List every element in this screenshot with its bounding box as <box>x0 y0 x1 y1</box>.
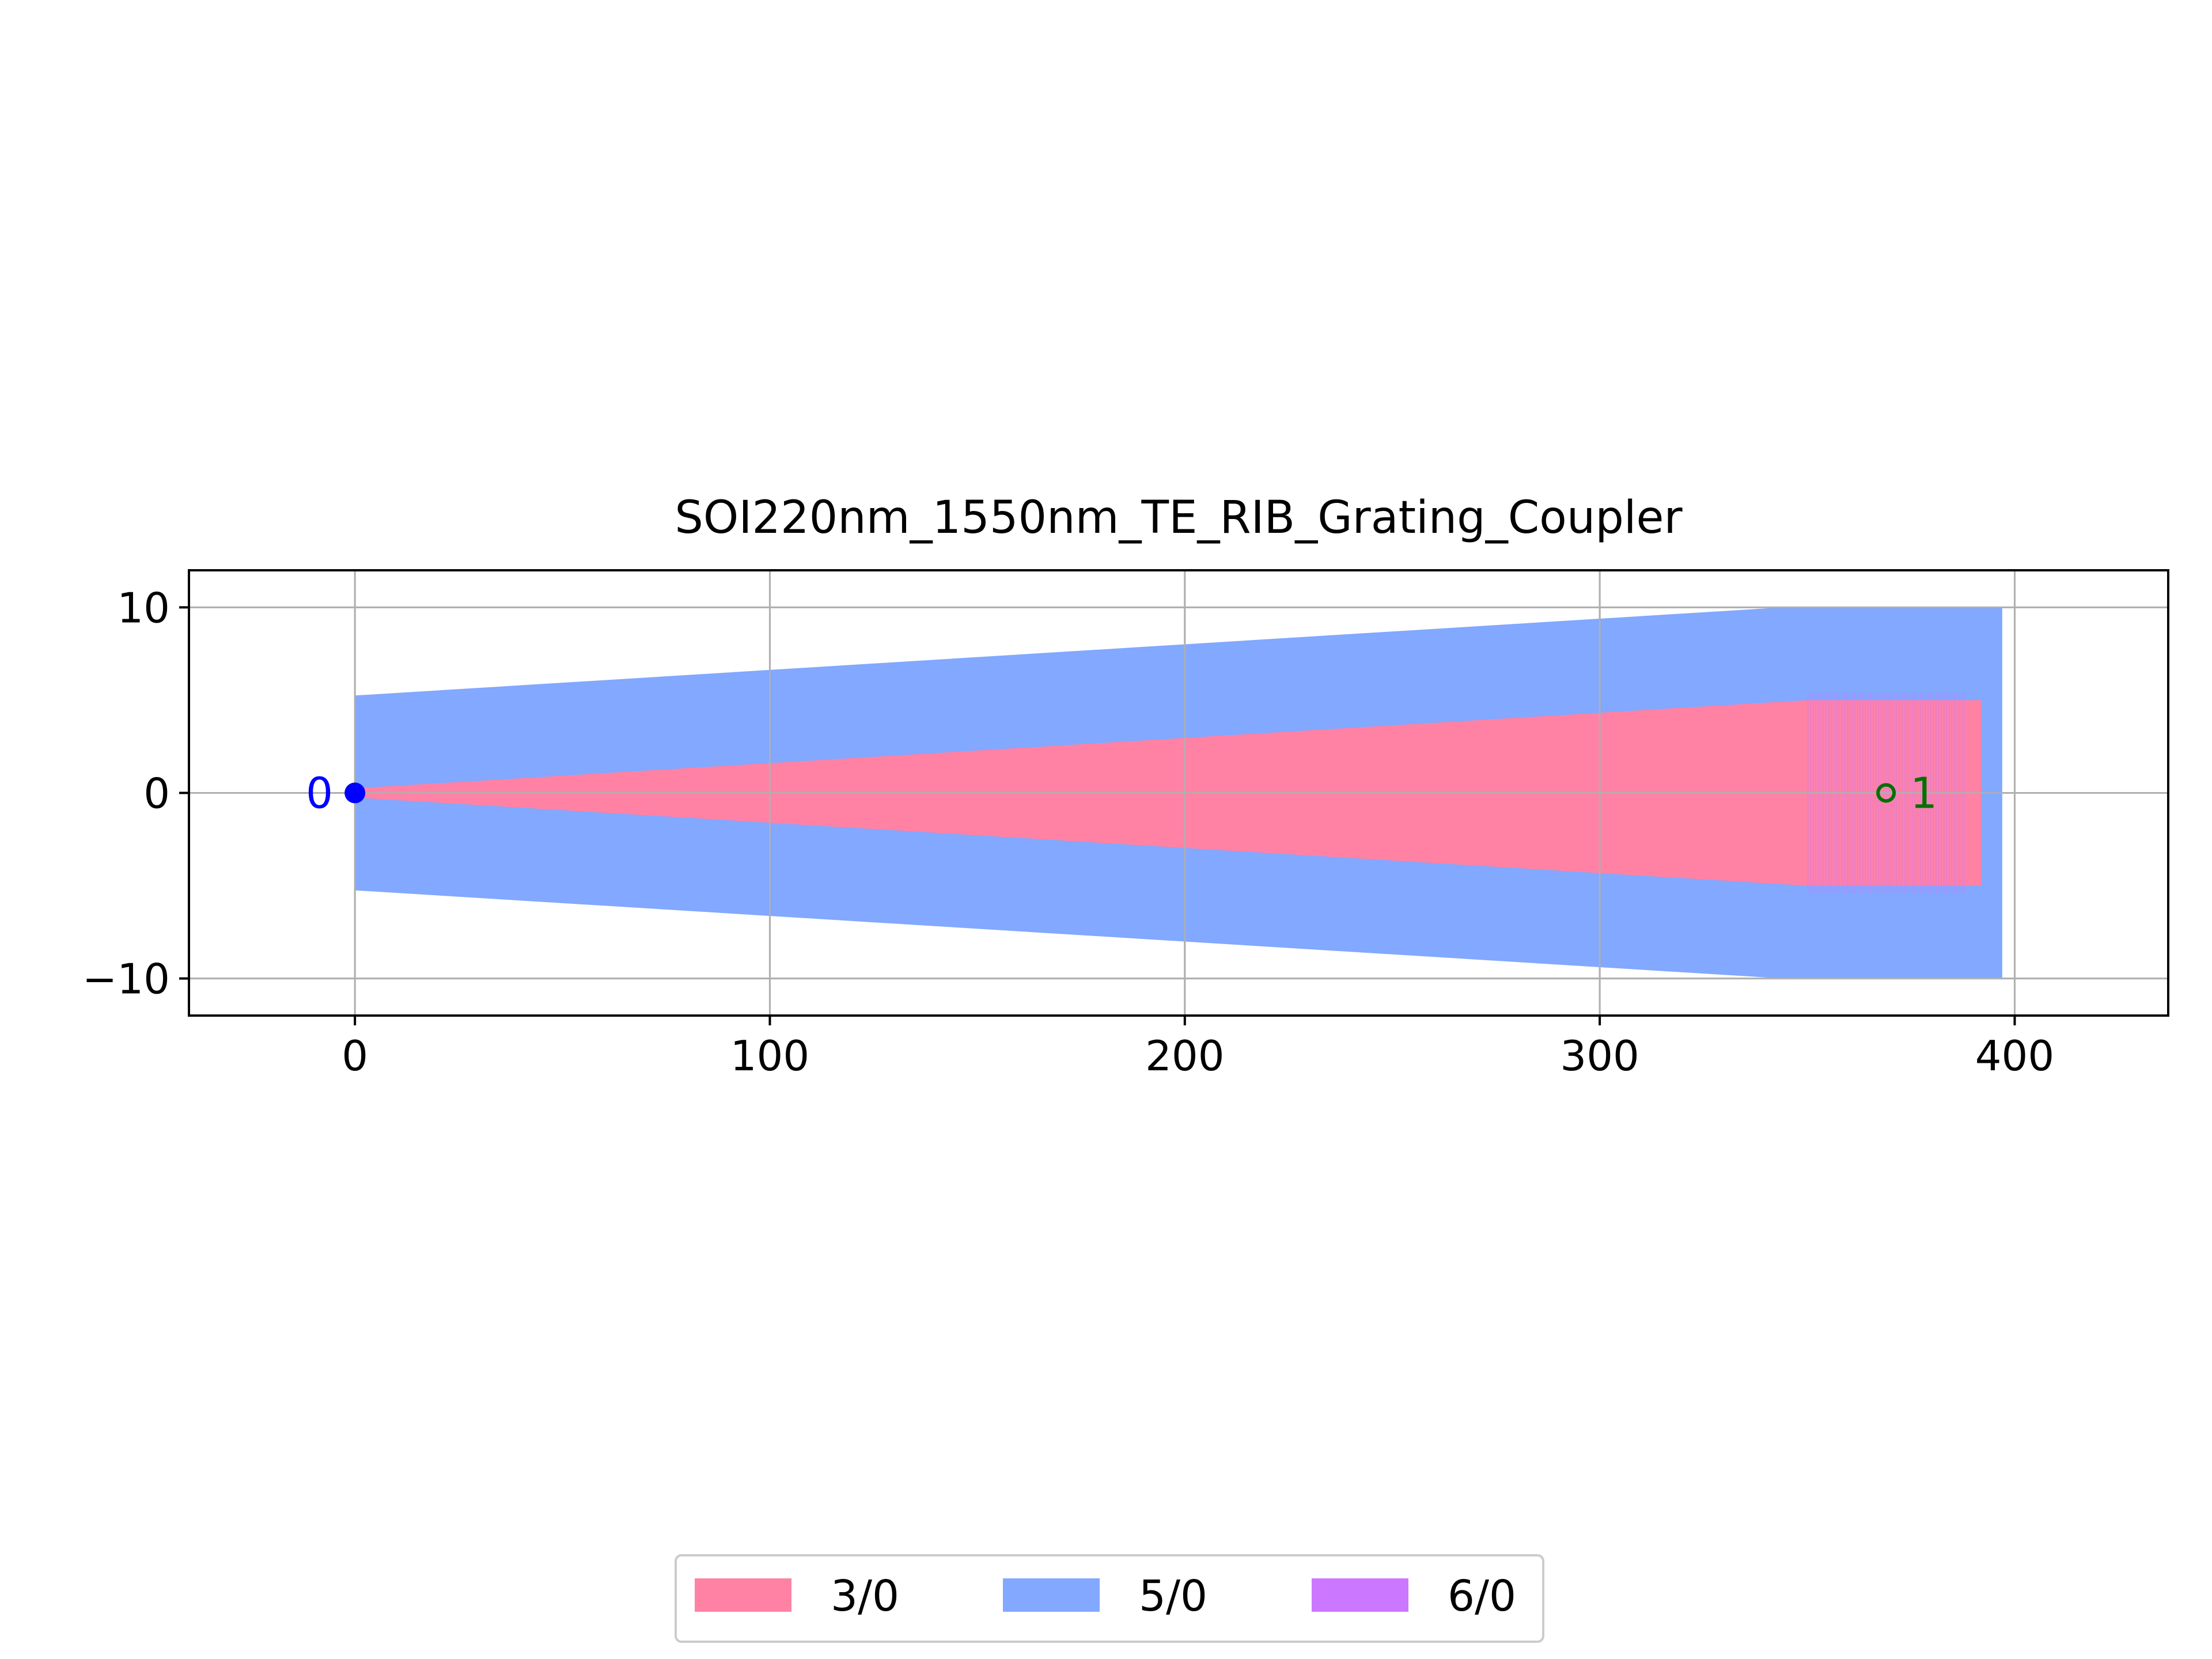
legend-label-5-0: 5/0 <box>1139 1571 1207 1621</box>
grid-overlay <box>189 570 2168 1016</box>
legend-swatch-6-0 <box>1312 1578 1408 1612</box>
x-tick-label: 0 <box>342 1032 368 1080</box>
x-tick-label: 100 <box>730 1032 809 1080</box>
port-label-1: 1 <box>1910 769 1937 819</box>
legend-label-6-0: 6/0 <box>1448 1571 1516 1621</box>
y-tick-label: 0 <box>143 770 170 818</box>
x-tick-label: 400 <box>1975 1032 2054 1080</box>
legend-box <box>675 1554 1544 1643</box>
legend-swatch-5-0 <box>1003 1578 1100 1612</box>
x-tick-label: 300 <box>1560 1032 1639 1080</box>
port-label-0: 0 <box>306 769 333 819</box>
chart-title: SOI220nm_1550nm_TE_RIB_Grating_Coupler <box>675 492 1683 544</box>
y-tick-label: −10 <box>82 955 170 1003</box>
y-tick-label: 10 <box>117 584 170 632</box>
legend: 3/0 5/0 6/0 <box>675 1554 1544 1643</box>
x-tick-label: 200 <box>1145 1032 1224 1080</box>
port-marker-1 <box>1876 783 1896 803</box>
legend-items: 3/0 5/0 6/0 <box>695 1571 1516 1621</box>
legend-swatch-3-0 <box>695 1578 791 1612</box>
port-marker-0 <box>344 782 366 804</box>
legend-label-3-0: 3/0 <box>831 1571 899 1621</box>
